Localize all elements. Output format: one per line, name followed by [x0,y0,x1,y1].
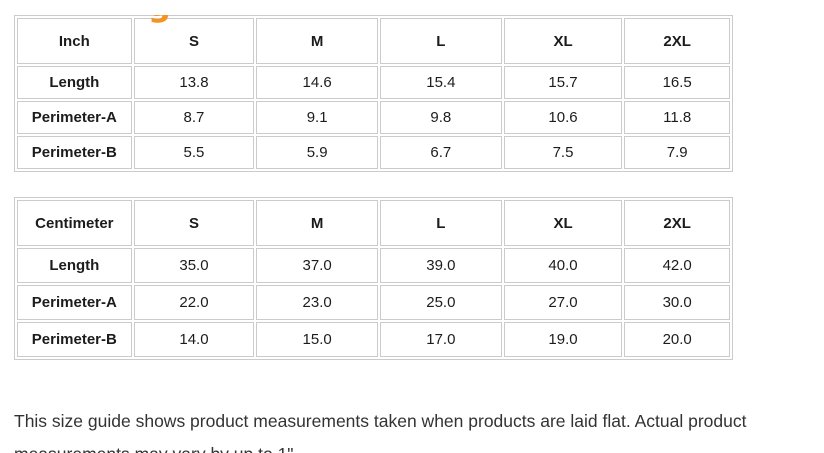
size-column-header: M [256,18,378,64]
table-header-row: Inch S M L XL 2XL [17,18,730,64]
unit-header-cell: Centimeter [17,200,132,246]
size-value-cell: 7.9 [624,136,730,169]
row-label: Perimeter-B [17,136,132,169]
size-value-cell: 7.5 [503,136,623,169]
row-label: Perimeter-B [17,322,132,357]
row-label: Length [17,66,132,99]
size-value-cell: 15.7 [503,66,623,99]
size-value-cell: 40.0 [503,248,623,283]
size-column-header: S [133,200,255,246]
size-column-header: L [380,18,502,64]
size-value-cell: 27.0 [503,285,623,320]
size-column-header: 2XL [624,200,730,246]
unit-header-cell: Inch [17,18,132,64]
row-label: Perimeter-A [17,101,132,134]
size-column-header: 2XL [624,18,730,64]
size-value-cell: 15.0 [256,322,378,357]
size-value-cell: 9.1 [256,101,378,134]
note-text: This size guide shows product measuremen… [14,411,747,453]
size-table-centimeter: Centimeter S M L XL 2XL Length 35.0 37.0… [14,197,733,360]
size-column-header: XL [503,18,623,64]
size-value-cell: 14.6 [256,66,378,99]
size-guide-page: g Inch S M L XL 2XL Length 13.8 14.6 15.… [0,15,824,453]
size-column-header: M [256,200,378,246]
size-value-cell: 5.5 [133,136,255,169]
size-value-cell: 22.0 [133,285,255,320]
size-column-header: L [380,200,502,246]
table-row: Perimeter-A 8.7 9.1 9.8 10.6 11.8 [17,101,730,134]
table-row: Length 13.8 14.6 15.4 15.7 16.5 [17,66,730,99]
table-row: Perimeter-B 14.0 15.0 17.0 19.0 20.0 [17,322,730,357]
size-value-cell: 35.0 [133,248,255,283]
table-row: Length 35.0 37.0 39.0 40.0 42.0 [17,248,730,283]
table-header-row: Centimeter S M L XL 2XL [17,200,730,246]
table-row: Perimeter-A 22.0 23.0 25.0 27.0 30.0 [17,285,730,320]
size-value-cell: 17.0 [380,322,502,357]
size-value-cell: 19.0 [503,322,623,357]
row-label: Length [17,248,132,283]
size-value-cell: 15.4 [380,66,502,99]
size-value-cell: 8.7 [133,101,255,134]
table-row: Perimeter-B 5.5 5.9 6.7 7.5 7.9 [17,136,730,169]
size-value-cell: 11.8 [624,101,730,134]
size-value-cell: 16.5 [624,66,730,99]
size-table-inch: Inch S M L XL 2XL Length 13.8 14.6 15.4 … [14,15,733,172]
size-value-cell: 14.0 [133,322,255,357]
size-value-cell: 25.0 [380,285,502,320]
size-value-cell: 5.9 [256,136,378,169]
size-column-header: XL [503,200,623,246]
size-column-header: S [133,18,255,64]
size-value-cell: 9.8 [380,101,502,134]
row-label: Perimeter-A [17,285,132,320]
size-value-cell: 13.8 [133,66,255,99]
size-value-cell: 20.0 [624,322,730,357]
size-value-cell: 23.0 [256,285,378,320]
size-value-cell: 10.6 [503,101,623,134]
cropped-heading-glyph: g [148,15,174,24]
size-value-cell: 37.0 [256,248,378,283]
size-value-cell: 39.0 [380,248,502,283]
size-value-cell: 6.7 [380,136,502,169]
size-value-cell: 42.0 [624,248,730,283]
heading-glyph-text: g [148,15,174,24]
size-value-cell: 30.0 [624,285,730,320]
